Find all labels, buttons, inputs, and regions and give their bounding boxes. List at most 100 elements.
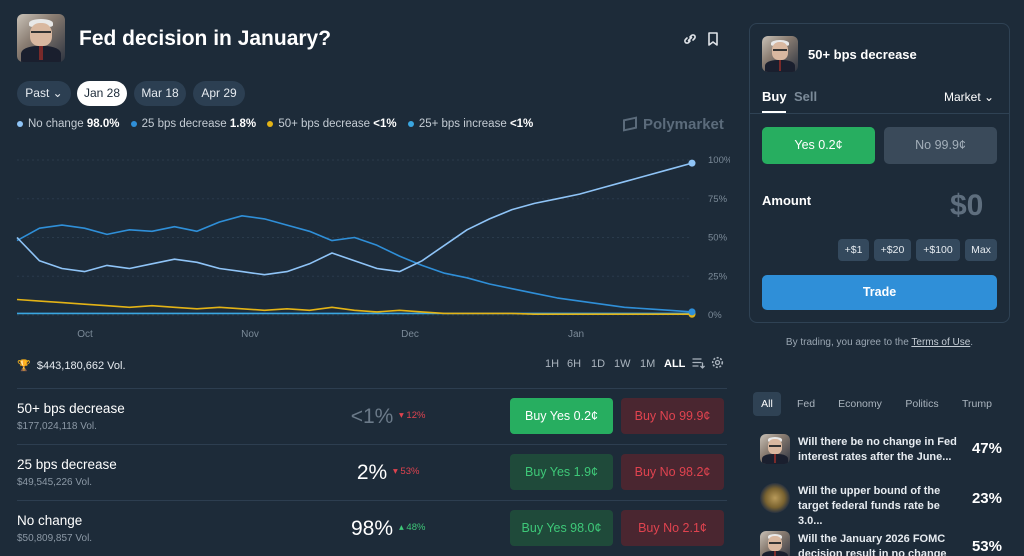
related-market-avatar: [760, 531, 790, 556]
chart-legend: No change 98.0% 25 bps decrease 1.8% 50+…: [17, 118, 541, 130]
range-all[interactable]: ALL: [664, 358, 686, 370]
related-market-title: Will there be no change in Fed interest …: [798, 436, 957, 463]
buy-yes-button[interactable]: Buy Yes 0.2¢: [510, 398, 613, 434]
page-title: Fed decision in January?: [79, 27, 332, 50]
yes-outcome-button[interactable]: Yes 0.2¢: [762, 127, 875, 164]
related-market-probability: 23%: [971, 490, 1002, 507]
price-history-chart[interactable]: 100% 75% 50% 25% 0% Oct Nov Dec Jan: [0, 140, 730, 345]
related-market-probability: 53%: [971, 538, 1002, 555]
chevron-down-icon: ⌄: [52, 86, 63, 100]
polymarket-watermark: Polymarket: [623, 116, 724, 133]
legend-dot: [17, 120, 23, 127]
legend-dot: [130, 120, 137, 127]
related-market-avatar: [760, 434, 790, 464]
range-6h[interactable]: 6H: [567, 358, 582, 370]
buy-no-button[interactable]: Buy No 98.2¢: [621, 454, 724, 490]
polymarket-logo-icon: [623, 116, 637, 132]
outcome-volume: $50,809,857 Vol.: [17, 533, 93, 544]
y-tick-label: 25%: [708, 271, 728, 282]
max-button[interactable]: Max: [965, 239, 997, 261]
category-trump[interactable]: Trump: [962, 398, 992, 410]
divider: [17, 500, 727, 501]
legend-dot: [267, 120, 274, 127]
divider: [750, 113, 1009, 114]
legend-item: 50+ bps decrease <1%: [267, 118, 397, 130]
series-endpoint: [688, 308, 696, 316]
category-all[interactable]: All: [753, 392, 781, 416]
terms-notice: By trading, you agree to the Terms of Us…: [785, 337, 974, 348]
outcome-change: ▴ 48%: [399, 522, 426, 533]
range-1w[interactable]: 1W: [614, 358, 631, 370]
related-market-title: Will the upper bound of the target feder…: [798, 485, 941, 527]
tab-sell[interactable]: Sell: [794, 89, 818, 104]
divider: [17, 444, 727, 445]
outcome-change: ▾ 53%: [393, 466, 420, 477]
fed-seal-avatar: [760, 483, 790, 513]
legend-item: 25+ bps increase <1%: [407, 118, 533, 130]
tab-jan-28[interactable]: Jan 28: [77, 81, 127, 106]
series-line-50-bps-decrease: [16, 298, 692, 315]
trade-panel-title: 50+ bps decrease: [808, 47, 917, 62]
add-1-button[interactable]: +$1: [838, 239, 869, 261]
range-1h[interactable]: 1H: [545, 358, 560, 370]
outcome-name: 25 bps decrease: [17, 457, 117, 472]
legend-item: No change 98.0%: [17, 118, 119, 130]
amount-input[interactable]: $0: [950, 189, 984, 222]
outcome-name: No change: [17, 513, 83, 528]
category-economy[interactable]: Economy: [838, 398, 882, 410]
y-tick-label: 0%: [708, 310, 722, 321]
x-tick-label: Dec: [401, 329, 419, 340]
no-outcome-button[interactable]: No 99.9¢: [884, 127, 997, 164]
divider: [17, 388, 727, 389]
outcome-change: ▾ 12%: [399, 410, 426, 421]
amount-label: Amount: [762, 193, 812, 208]
chevron-down-icon: ⌄: [984, 90, 995, 104]
series-line-no-change: [16, 162, 693, 276]
link-icon[interactable]: [682, 31, 698, 47]
outcome-avatar: [762, 36, 798, 72]
legend-dot: [407, 120, 414, 127]
buy-yes-button[interactable]: Buy Yes 1.9¢: [510, 454, 613, 490]
outcome-probability: 98%: [350, 517, 394, 540]
trade-panel: [749, 23, 1010, 323]
tab-apr-29[interactable]: Apr 29: [193, 81, 245, 106]
related-market-title: Will the January 2026 FOMC decision resu…: [798, 533, 947, 556]
y-tick-label: 50%: [708, 233, 728, 244]
trade-button[interactable]: Trade: [762, 275, 997, 310]
series-line-25-bps-decrease: [16, 215, 693, 313]
legend-item: 25 bps decrease 1.8%: [130, 118, 256, 130]
active-tab-indicator: [762, 111, 786, 113]
outcome-name: 50+ bps decrease: [17, 401, 125, 416]
range-1m[interactable]: 1M: [640, 358, 656, 370]
y-tick-label: 75%: [708, 194, 728, 205]
add-20-button[interactable]: +$20: [874, 239, 911, 261]
outcome-probability: <1%: [350, 405, 394, 428]
buy-no-button[interactable]: Buy No 99.9¢: [621, 398, 724, 434]
buy-no-button[interactable]: Buy No 2.1¢: [621, 510, 724, 546]
x-tick-label: Jan: [568, 329, 584, 340]
market-avatar: [17, 14, 65, 62]
terms-of-use-link[interactable]: Terms of Use: [911, 337, 971, 348]
add-100-button[interactable]: +$100: [916, 239, 960, 261]
total-volume: 🏆 $443,180,662 Vol.: [17, 360, 126, 372]
buy-yes-button[interactable]: Buy Yes 98.0¢: [510, 510, 613, 546]
bookmark-icon[interactable]: [705, 31, 721, 47]
series-endpoint: [688, 159, 696, 167]
order-type-select[interactable]: Market ⌄: [944, 90, 995, 104]
range-1d[interactable]: 1D: [591, 358, 606, 370]
filter-icon[interactable]: [692, 356, 705, 372]
category-fed[interactable]: Fed: [796, 398, 816, 410]
settings-gear-icon[interactable]: [711, 356, 724, 372]
tab-past[interactable]: Past ⌄: [17, 81, 71, 106]
outcome-volume: $177,024,118 Vol.: [17, 421, 97, 432]
x-tick-label: Nov: [241, 329, 259, 340]
related-market-probability: 47%: [971, 440, 1002, 457]
y-tick-label: 100%: [708, 155, 730, 166]
trophy-icon: 🏆: [17, 360, 31, 372]
outcome-volume: $49,545,226 Vol.: [17, 477, 93, 488]
outcome-probability: 2%: [356, 461, 388, 484]
category-politics[interactable]: Politics: [905, 398, 939, 410]
tab-mar-18[interactable]: Mar 18: [134, 81, 186, 106]
x-tick-label: Oct: [77, 329, 93, 340]
tab-buy[interactable]: Buy: [762, 89, 787, 104]
